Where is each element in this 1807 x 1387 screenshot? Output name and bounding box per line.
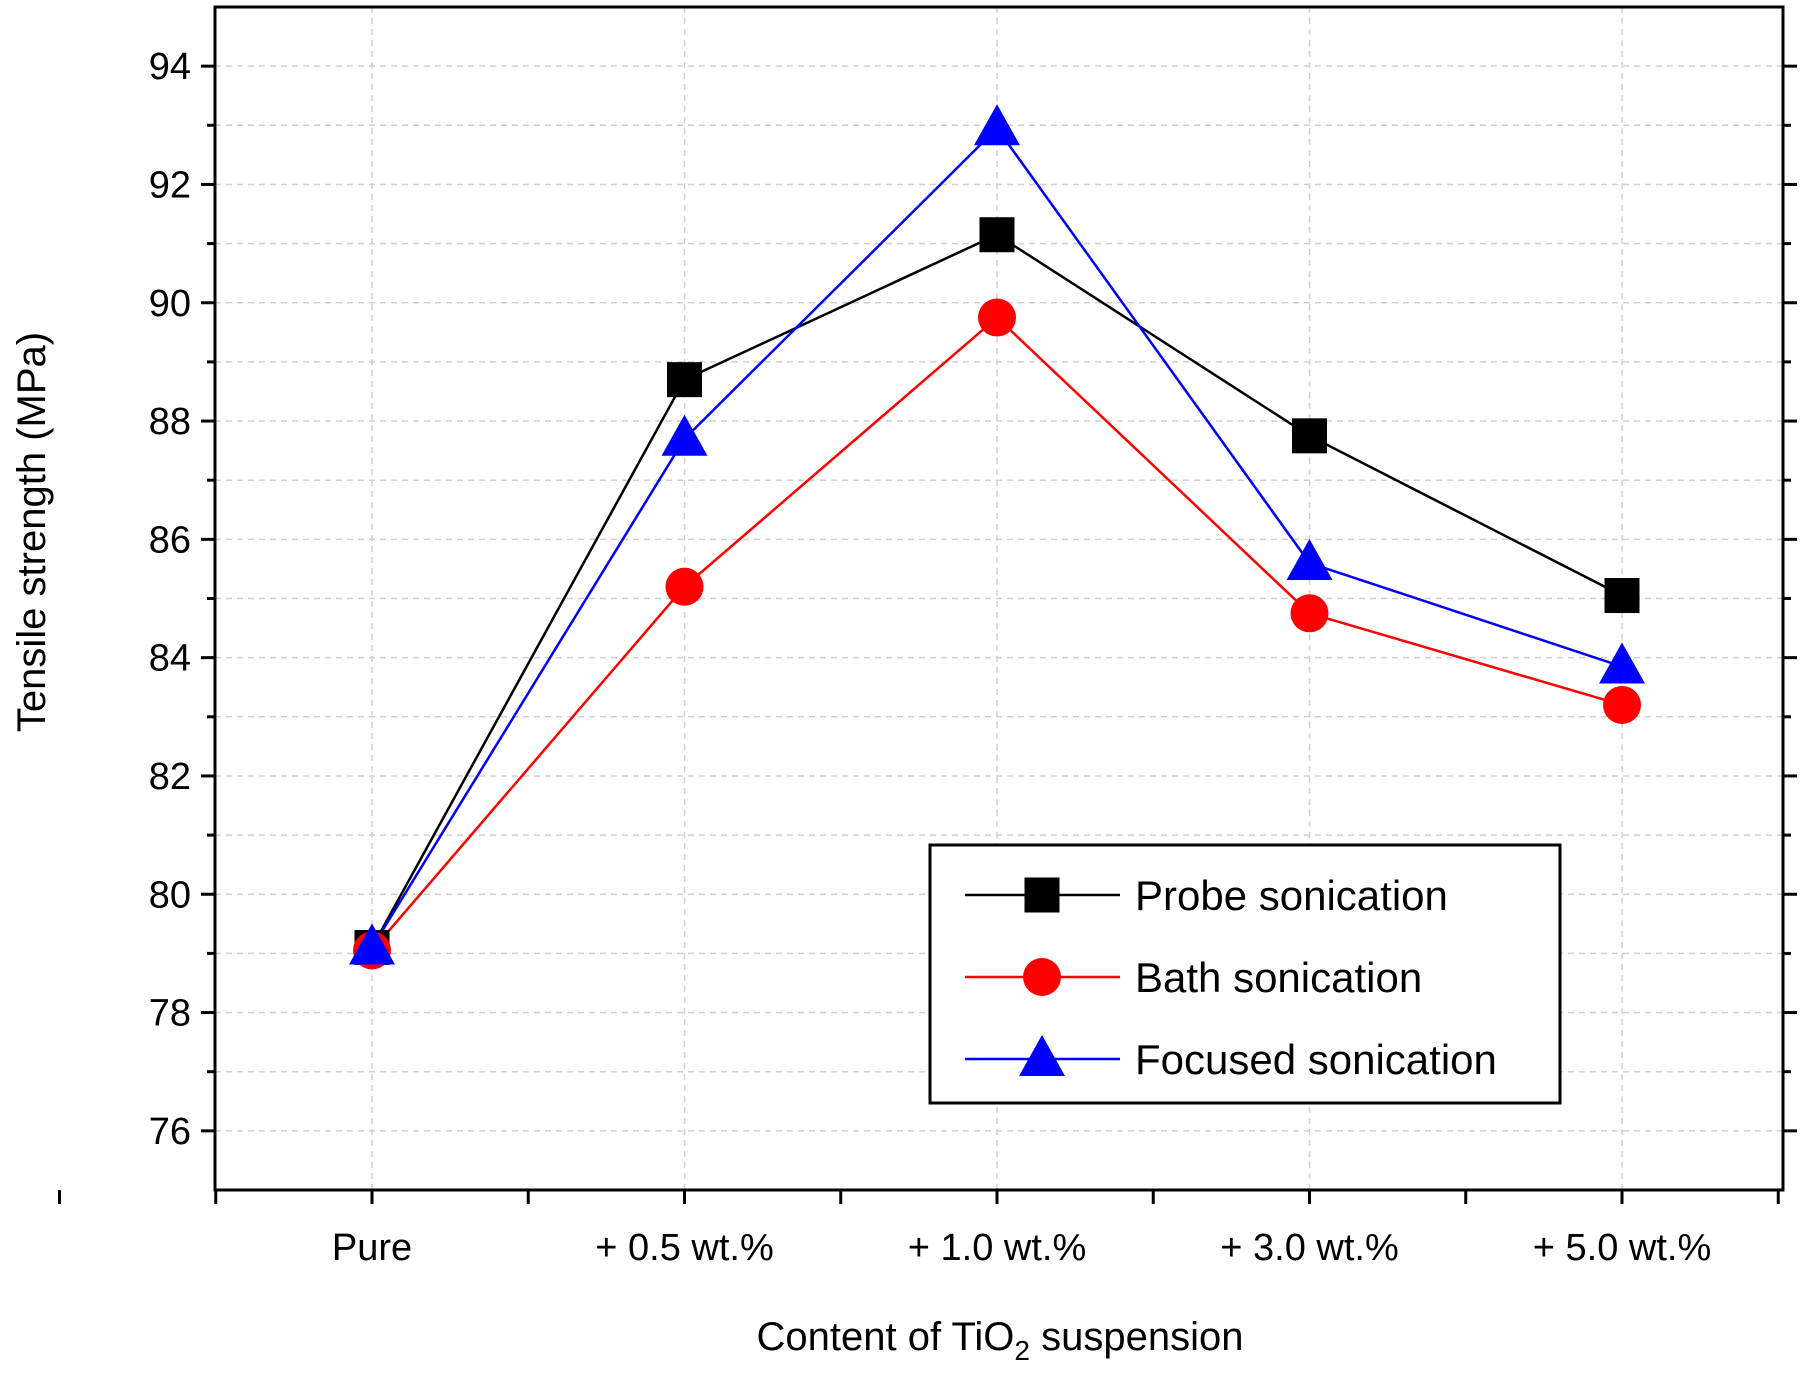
- data-point-square: [1292, 418, 1327, 454]
- axes: 76 78 80 82 84 86 88 90 92 94 Pure + 0.5 wt.% + 1.0 …: [58, 5, 1797, 1269]
- data-point-circle: [665, 567, 704, 606]
- legend-label: Bath sonication: [1135, 954, 1422, 1001]
- y-tick-label: 84: [149, 638, 191, 680]
- legend-marker-circle: [1023, 958, 1061, 996]
- legend-marker-square: [1024, 877, 1060, 913]
- x-tick-label: + 3.0 wt.%: [1220, 1227, 1398, 1269]
- data-point-triangle: [661, 414, 708, 456]
- y-tick-label: 80: [149, 874, 191, 916]
- y-axis-title: Tensile strength (MPa): [10, 332, 54, 732]
- y-tick-label: 82: [149, 756, 191, 798]
- data-point-circle: [1603, 685, 1641, 724]
- x-axis-title-prefix: Content of TiO: [757, 1315, 1015, 1359]
- data-point-circle: [1290, 594, 1329, 633]
- legend-label: Probe sonication: [1135, 872, 1448, 919]
- x-tick-label: + 5.0 wt.%: [1533, 1227, 1711, 1269]
- legend: Probe sonication Bath sonication Focused s…: [928, 843, 1562, 1105]
- x-tick-label: + 1.0 wt.%: [908, 1227, 1086, 1269]
- data-point-square: [1604, 578, 1640, 614]
- data-point-triangle: [349, 923, 395, 965]
- data-point-square: [979, 217, 1015, 253]
- y-tick-label: 78: [149, 993, 191, 1035]
- data-point-triangle: [1286, 539, 1333, 581]
- y-tick-label: 90: [149, 283, 191, 325]
- data-point-square: [667, 362, 702, 398]
- y-tick-label: 86: [149, 519, 191, 561]
- data-point-circle: [978, 298, 1016, 337]
- data-series: [349, 104, 1645, 970]
- y-tick-label: 94: [149, 46, 191, 88]
- x-axis-title-suffix: suspension: [1030, 1315, 1243, 1359]
- data-point-triangle: [1599, 642, 1645, 684]
- x-axis-title-subscript: 2: [1014, 1335, 1030, 1366]
- data-point-triangle: [974, 104, 1020, 146]
- y-tick-label: 92: [149, 164, 191, 206]
- legend-label: Focused sonication: [1135, 1036, 1497, 1083]
- x-tick-label: Pure: [332, 1227, 412, 1269]
- legend-marker-triangle: [1019, 1035, 1065, 1076]
- y-tick-label: 88: [149, 401, 191, 443]
- y-tick-label: 76: [149, 1111, 191, 1153]
- x-axis-title: Content of TiO2 suspension: [757, 1315, 1244, 1366]
- x-tick-label: + 0.5 wt.%: [595, 1227, 773, 1269]
